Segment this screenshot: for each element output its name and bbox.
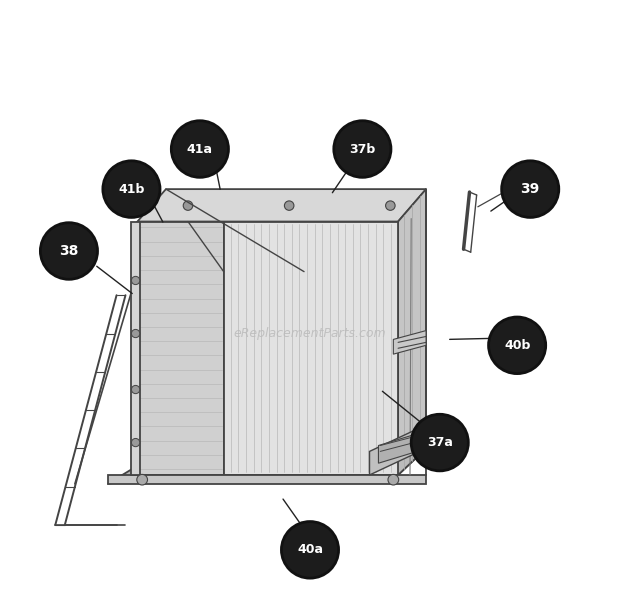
Circle shape bbox=[103, 161, 160, 217]
Text: 37b: 37b bbox=[349, 142, 376, 155]
Polygon shape bbox=[370, 425, 426, 475]
Polygon shape bbox=[108, 448, 166, 484]
Polygon shape bbox=[108, 475, 426, 484]
Polygon shape bbox=[131, 222, 140, 475]
Polygon shape bbox=[398, 189, 426, 475]
Text: eReplacementParts.com: eReplacementParts.com bbox=[234, 327, 386, 340]
Polygon shape bbox=[138, 222, 224, 475]
Polygon shape bbox=[138, 448, 426, 475]
Polygon shape bbox=[378, 433, 417, 463]
Text: 40a: 40a bbox=[297, 543, 323, 556]
Circle shape bbox=[334, 121, 391, 177]
Text: 41b: 41b bbox=[118, 182, 144, 196]
Circle shape bbox=[489, 317, 546, 373]
Circle shape bbox=[171, 121, 228, 177]
Circle shape bbox=[131, 329, 140, 338]
Circle shape bbox=[131, 438, 140, 447]
Circle shape bbox=[388, 475, 399, 485]
Circle shape bbox=[40, 223, 97, 279]
Text: 41a: 41a bbox=[187, 142, 213, 155]
Circle shape bbox=[411, 414, 468, 471]
Circle shape bbox=[386, 201, 395, 211]
Circle shape bbox=[281, 521, 339, 578]
Circle shape bbox=[137, 475, 148, 485]
Circle shape bbox=[502, 161, 559, 217]
Circle shape bbox=[285, 201, 294, 211]
Polygon shape bbox=[138, 189, 426, 222]
Circle shape bbox=[184, 201, 193, 211]
Text: 37a: 37a bbox=[427, 436, 453, 449]
Text: 39: 39 bbox=[521, 182, 540, 196]
Circle shape bbox=[131, 386, 140, 394]
Circle shape bbox=[131, 276, 140, 285]
Polygon shape bbox=[224, 222, 398, 475]
Polygon shape bbox=[393, 330, 426, 354]
Text: 40b: 40b bbox=[504, 339, 530, 352]
Text: 38: 38 bbox=[60, 244, 79, 258]
